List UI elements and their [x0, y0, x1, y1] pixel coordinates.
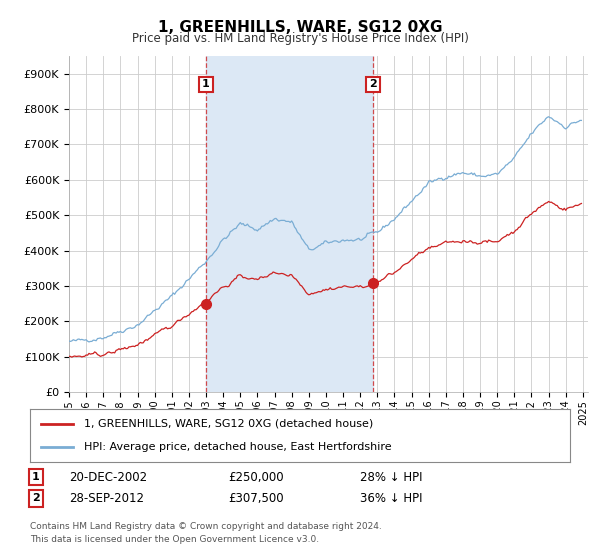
Text: 1: 1 — [202, 80, 210, 89]
Text: Contains HM Land Registry data © Crown copyright and database right 2024.
This d: Contains HM Land Registry data © Crown c… — [30, 522, 382, 544]
Text: Price paid vs. HM Land Registry's House Price Index (HPI): Price paid vs. HM Land Registry's House … — [131, 32, 469, 45]
Text: 28% ↓ HPI: 28% ↓ HPI — [360, 470, 422, 484]
Text: 2: 2 — [369, 80, 377, 89]
Bar — [206, 56, 373, 392]
Text: 1, GREENHILLS, WARE, SG12 0XG: 1, GREENHILLS, WARE, SG12 0XG — [158, 20, 442, 35]
Text: 28-SEP-2012: 28-SEP-2012 — [69, 492, 144, 505]
Text: 2: 2 — [32, 493, 40, 503]
Text: 1, GREENHILLS, WARE, SG12 0XG (detached house): 1, GREENHILLS, WARE, SG12 0XG (detached … — [84, 419, 373, 429]
Text: £250,000: £250,000 — [228, 470, 284, 484]
Text: HPI: Average price, detached house, East Hertfordshire: HPI: Average price, detached house, East… — [84, 442, 392, 452]
Text: 20-DEC-2002: 20-DEC-2002 — [69, 470, 147, 484]
Text: £307,500: £307,500 — [228, 492, 284, 505]
Text: 36% ↓ HPI: 36% ↓ HPI — [360, 492, 422, 505]
Text: 1: 1 — [32, 472, 40, 482]
